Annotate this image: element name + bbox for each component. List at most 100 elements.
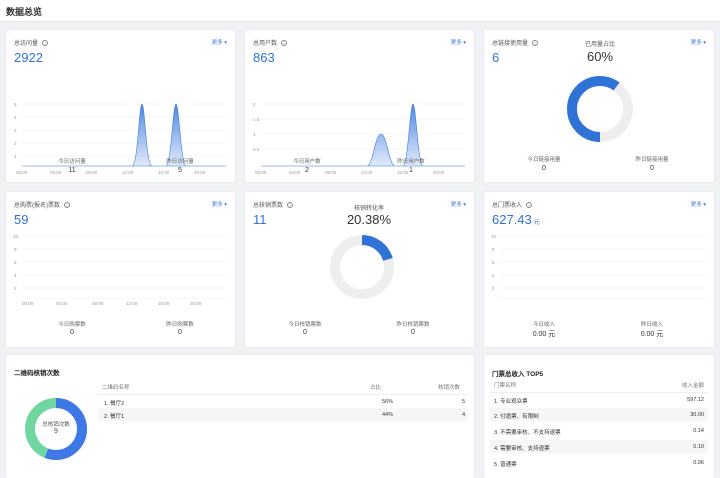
- total-visits-value: 2922: [14, 50, 43, 65]
- card-title: 总购票(报名)票数 i: [14, 200, 70, 209]
- yesterday-label: 昨日核销票数: [396, 322, 430, 328]
- info-icon[interactable]: i: [281, 40, 288, 47]
- x-tick: 12:00: [122, 170, 134, 175]
- card-total-visits: 总访问量 i 更多 ▾ 2922 5 4 3 2 1 00:00 04:00 08…: [6, 30, 235, 182]
- table-row[interactable]: 3. 不需要审核、不支持退票 0.14: [490, 424, 708, 437]
- card-title: 总访问量 i: [14, 38, 49, 47]
- row-pct: 44%: [382, 412, 394, 418]
- y-tick: 4: [492, 273, 495, 278]
- yesterday-value: 1: [409, 167, 413, 174]
- card-verified-tickets: 总核销票数 i 更多 ▾ 11 核销转化率 20.38% 今日核销票数 0 昨日核…: [245, 192, 474, 347]
- total-users-value: 863: [253, 50, 275, 65]
- more-button[interactable]: 更多 ▾: [450, 202, 466, 208]
- info-icon[interactable]: i: [532, 40, 539, 47]
- y-tick: 10: [13, 234, 19, 239]
- col-header-amount: 收入金额: [681, 383, 704, 389]
- row-name: 2. 付邀票、有限制: [494, 414, 539, 420]
- col-header-pct: 占比: [370, 385, 382, 391]
- col-header-count: 核销次数: [438, 385, 461, 391]
- usage-ring-fill: [567, 76, 633, 142]
- y-tick: 2: [14, 286, 17, 291]
- y-tick: 3: [14, 128, 17, 133]
- donut-label: 总核销次数: [42, 422, 70, 428]
- x-tick: 20:00: [194, 170, 206, 175]
- today-value: 0: [542, 165, 546, 172]
- today-value: 11: [68, 167, 76, 174]
- row-name: 1. 餐厅2: [104, 401, 125, 407]
- today-label: 今日用户数: [293, 159, 321, 165]
- ticket-purchases-value: 59: [14, 212, 29, 227]
- x-tick: 00:00: [255, 170, 267, 175]
- card-title: 总链接使用量 i: [492, 38, 539, 47]
- row-name: 4. 需要审核、支持退票: [494, 446, 550, 452]
- users-chart: 2 1.5 1 0.5 00:00 04:00 08:00 12:00 16:0…: [253, 102, 465, 175]
- x-tick: 04:00: [56, 301, 68, 306]
- link-usage-value: 6: [492, 50, 500, 65]
- card-ticket-revenue: 总门票收入 i 更多 ▾ 627.43 元 10 8 6 4 2 今日收入 0.00…: [484, 192, 714, 347]
- info-icon[interactable]: i: [64, 202, 70, 209]
- revenue-value: 627.43 元: [492, 212, 540, 227]
- x-tick: 04:00: [50, 170, 62, 175]
- info-icon[interactable]: i: [526, 202, 533, 209]
- verify-ring-fill: [330, 235, 394, 299]
- x-tick: 16:00: [158, 170, 170, 175]
- today-label: 今日核销票数: [288, 322, 322, 328]
- y-tick: 2: [14, 141, 17, 146]
- x-tick: 20:00: [190, 301, 202, 306]
- today-value: 0.00 元: [532, 331, 556, 338]
- row-count: 4: [462, 412, 466, 418]
- today-label: 今日链接用量: [527, 157, 561, 163]
- users-area: [261, 103, 465, 167]
- y-tick: 1: [253, 132, 256, 137]
- more-button[interactable]: 更多 ▾: [211, 40, 227, 46]
- yesterday-label: 昨日购票数: [166, 322, 194, 328]
- visits-area: [22, 103, 226, 167]
- revenue-unit: 元: [533, 220, 540, 226]
- more-button[interactable]: 更多 ▾: [450, 40, 466, 46]
- more-button[interactable]: 更多 ▾: [690, 40, 706, 46]
- card-title: 总门票收入 i: [492, 200, 533, 209]
- x-tick: 00:00: [16, 170, 28, 175]
- y-tick: 1.5: [253, 117, 260, 122]
- yesterday-label: 昨日访问量: [166, 159, 194, 165]
- today-value: 2: [305, 167, 309, 174]
- x-tick: 08:00: [325, 170, 337, 175]
- section-title: 二维码核销次数: [14, 370, 60, 377]
- table-row[interactable]: 2. 餐厅1 44% 4: [98, 408, 468, 421]
- table-row[interactable]: 1. 专业观众票 597.12: [490, 392, 708, 405]
- verified-tickets-value: 11: [253, 212, 267, 227]
- table-row[interactable]: 4. 需要审核、支持退票 0.10: [490, 440, 708, 453]
- table-row[interactable]: 1. 餐厅2 56% 5: [98, 394, 468, 407]
- qr-verify-section: 二维码核销次数 总核销次数 9 二维码名称 占比 核销次数 1. 餐厅2 56%…: [6, 355, 474, 478]
- x-tick: 16:00: [397, 170, 409, 175]
- y-tick: 2: [492, 286, 495, 291]
- more-button[interactable]: 更多 ▾: [690, 202, 706, 208]
- table-row[interactable]: 2. 付邀票、有限制 30.00: [490, 408, 708, 421]
- ratio-label: 核销转化率: [353, 206, 384, 212]
- y-tick: 1: [14, 154, 17, 159]
- row-name: 5. 普通票: [494, 462, 517, 468]
- purchases-chart: 10 8 6 4 2 00:00 04:00 08:00 12:00 16:00…: [13, 234, 226, 306]
- ratio-value: 20.38%: [346, 212, 392, 227]
- row-amount: 597.12: [687, 397, 704, 403]
- more-button[interactable]: 更多 ▾: [211, 202, 227, 208]
- row-name: 2. 餐厅1: [104, 414, 125, 420]
- row-count: 5: [462, 399, 466, 405]
- yesterday-value: 0: [178, 329, 182, 336]
- row-name: 1. 专业观众票: [494, 399, 528, 405]
- table-row[interactable]: 5. 普通票 0.06: [490, 456, 708, 469]
- y-tick: 8: [14, 247, 17, 252]
- y-tick: 0.5: [253, 147, 260, 152]
- row-amount: 0.10: [693, 444, 704, 450]
- donut-value: 9: [54, 428, 58, 435]
- today-label: 今日购票数: [58, 322, 86, 328]
- y-tick: 5: [14, 102, 17, 107]
- x-tick: 04:00: [289, 170, 301, 175]
- today-value: 0: [70, 329, 74, 336]
- card-total-users: 总用户数 i 更多 ▾ 863 2 1.5 1 0.5 00:00 04:00 0…: [245, 30, 474, 182]
- info-icon[interactable]: i: [287, 202, 294, 209]
- row-amount: 0.06: [693, 460, 704, 466]
- yesterday-label: 昨日链接用量: [635, 157, 669, 163]
- info-icon[interactable]: i: [42, 40, 49, 47]
- card-title: 总用户数 i: [253, 38, 288, 47]
